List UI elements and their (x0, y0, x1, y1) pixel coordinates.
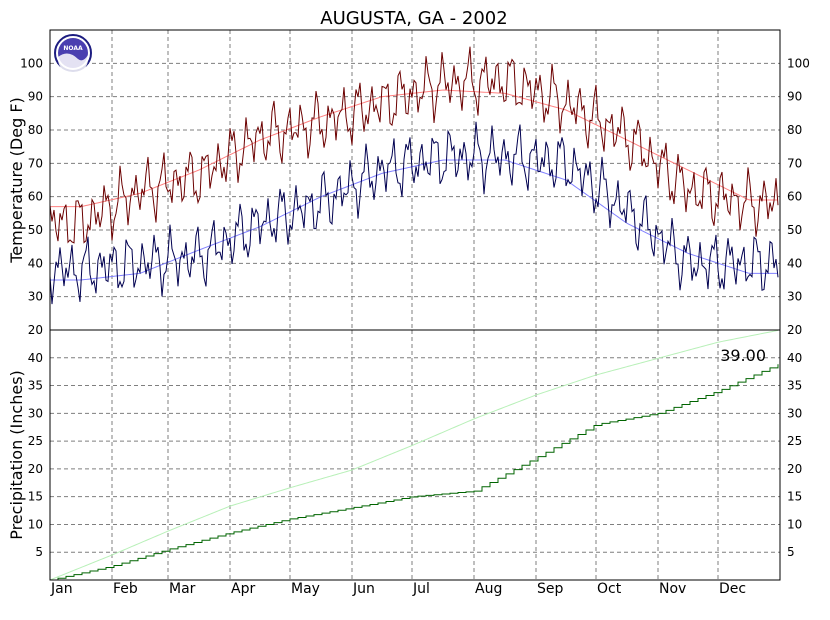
precipitation-panel: 5 10 15 20 25 30 35 40 5 10 15 20 25 30 35 40 Precipit… (7, 329, 802, 581)
temperature-tick-right-20: 20 (787, 323, 802, 337)
precipitation-tick-right-15: 15 (787, 490, 802, 504)
precipitation-y-label: Precipitation (Inches) (7, 370, 26, 540)
precipitation-tick-right-20: 20 (787, 462, 802, 476)
precipitation-tick-left-20: 20 (28, 462, 43, 476)
precipitation-total-annotation: 39.00 (720, 346, 766, 365)
month-label-jun: Jun (352, 581, 375, 597)
chart-title: AUGUSTA, GA - 2002 (320, 8, 507, 29)
month-label-jul: Jul (412, 581, 430, 597)
precipitation-tick-left-40: 40 (28, 351, 43, 365)
temperature-tick-left-60: 60 (28, 190, 43, 204)
observed-low-line (49, 121, 779, 305)
precipitation-tick-right-5: 5 (787, 545, 795, 559)
precipitation-tick-left-25: 25 (28, 434, 43, 448)
observed-precip-line (50, 364, 779, 581)
noaa-logo-text: NOAA (63, 45, 83, 52)
precipitation-gridlines (50, 330, 780, 580)
temperature-panel-frame (49, 29, 781, 331)
temperature-tick-right-70: 70 (787, 156, 802, 170)
precipitation-tick-right-10: 10 (787, 517, 802, 531)
precipitation-lines (49, 329, 779, 581)
observed-high-line (49, 46, 779, 244)
month-label-oct: Oct (597, 581, 622, 597)
precipitation-tick-left-30: 30 (28, 406, 43, 420)
temperature-y-label: Temperature (Deg F) (7, 97, 26, 264)
month-label-nov: Nov (659, 581, 686, 597)
precipitation-ticks-left: 5 10 15 20 25 30 35 40 (28, 351, 43, 559)
precipitation-tick-right-30: 30 (787, 406, 802, 420)
temperature-tick-right-100: 100 (787, 56, 810, 70)
temperature-tick-right-50: 50 (787, 223, 802, 237)
temperature-tick-left-90: 90 (28, 90, 43, 104)
temperature-ticks-left: 20 30 40 50 60 70 80 90 100 (20, 56, 43, 337)
temperature-tick-left-100: 100 (20, 56, 43, 70)
normal-low-line (50, 159, 778, 281)
temperature-tick-left-50: 50 (28, 223, 43, 237)
temperature-observed-lines (49, 46, 779, 305)
temperature-tick-right-80: 80 (787, 123, 802, 137)
temperature-ticks-right: 20 30 40 50 60 70 80 90 100 (787, 56, 810, 337)
precipitation-tick-left-35: 35 (28, 379, 43, 393)
precipitation-tick-left-15: 15 (28, 490, 43, 504)
month-label-feb: Feb (113, 581, 138, 597)
month-labels: Jan Feb Mar Apr May Jun Jul Aug Sep Oct Nov Dec (50, 581, 746, 597)
precipitation-panel-frame (49, 329, 781, 581)
month-label-sep: Sep (537, 581, 564, 597)
temperature-tick-right-60: 60 (787, 190, 802, 204)
precipitation-tick-right-40: 40 (787, 351, 802, 365)
precipitation-ticks-right: 5 10 15 20 25 30 35 40 (787, 351, 802, 559)
month-label-may: May (291, 581, 320, 597)
month-label-jan: Jan (50, 581, 73, 597)
temperature-tick-left-20: 20 (28, 323, 43, 337)
normal-high-line (50, 89, 778, 208)
month-label-dec: Dec (719, 581, 746, 597)
precipitation-tick-right-25: 25 (787, 434, 802, 448)
month-label-apr: Apr (231, 581, 255, 597)
precipitation-tick-right-35: 35 (787, 379, 802, 393)
precipitation-tick-left-5: 5 (35, 545, 43, 559)
month-label-aug: Aug (475, 581, 502, 597)
temperature-tick-right-90: 90 (787, 90, 802, 104)
noaa-logo: NOAA (54, 34, 92, 74)
temperature-gridlines (50, 30, 780, 330)
temperature-tick-left-40: 40 (28, 256, 43, 270)
temperature-tick-left-30: 30 (28, 290, 43, 304)
temperature-tick-left-70: 70 (28, 156, 43, 170)
normal-precip-line (49, 329, 779, 581)
temperature-normal-lines (50, 89, 778, 281)
precipitation-tick-left-10: 10 (28, 517, 43, 531)
temperature-tick-right-40: 40 (787, 256, 802, 270)
month-label-mar: Mar (169, 581, 196, 597)
temperature-tick-left-80: 80 (28, 123, 43, 137)
temperature-tick-right-30: 30 (787, 290, 802, 304)
